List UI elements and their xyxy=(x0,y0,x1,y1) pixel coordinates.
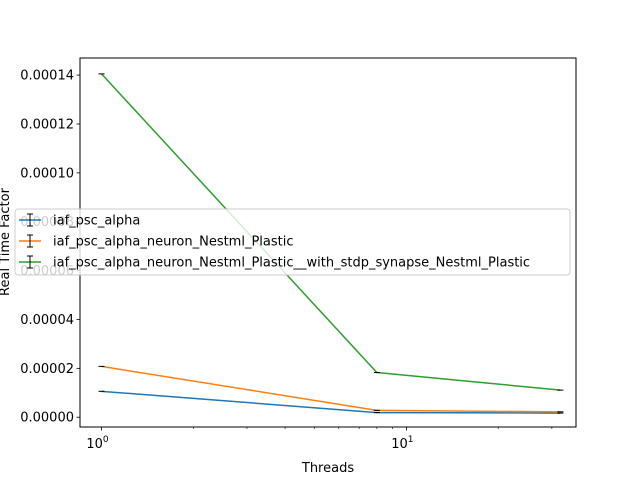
legend-label: iaf_psc_alpha_neuron_Nestml_Plastic__wit… xyxy=(53,256,530,271)
series-lines xyxy=(98,73,564,414)
y-axis-label: Real Time Factor xyxy=(0,187,13,296)
y-tick-label: 0.00010 xyxy=(20,166,74,181)
y-tick-label: 0.00002 xyxy=(20,362,74,377)
x-axis-label: Threads xyxy=(301,461,354,476)
legend-label: iaf_psc_alpha xyxy=(53,214,140,229)
legend-label: iaf_psc_alpha_neuron_Nestml_Plastic xyxy=(53,235,294,250)
y-tick-label: 0.00012 xyxy=(20,117,74,132)
legend: iaf_psc_alpha iaf_psc_alpha_neuron_Nestml… xyxy=(14,208,571,276)
axis-ticks: 0.000000.000020.000040.000060.000080.000… xyxy=(20,69,553,452)
x-tick-exponent: 0 xyxy=(103,435,109,445)
x-tick-exponent: 1 xyxy=(408,435,414,445)
legend-box xyxy=(14,208,571,276)
y-tick-label: 0.00004 xyxy=(20,313,74,328)
y-tick-label: 0.00014 xyxy=(20,69,74,84)
y-tick-label: 0.00000 xyxy=(20,411,74,426)
